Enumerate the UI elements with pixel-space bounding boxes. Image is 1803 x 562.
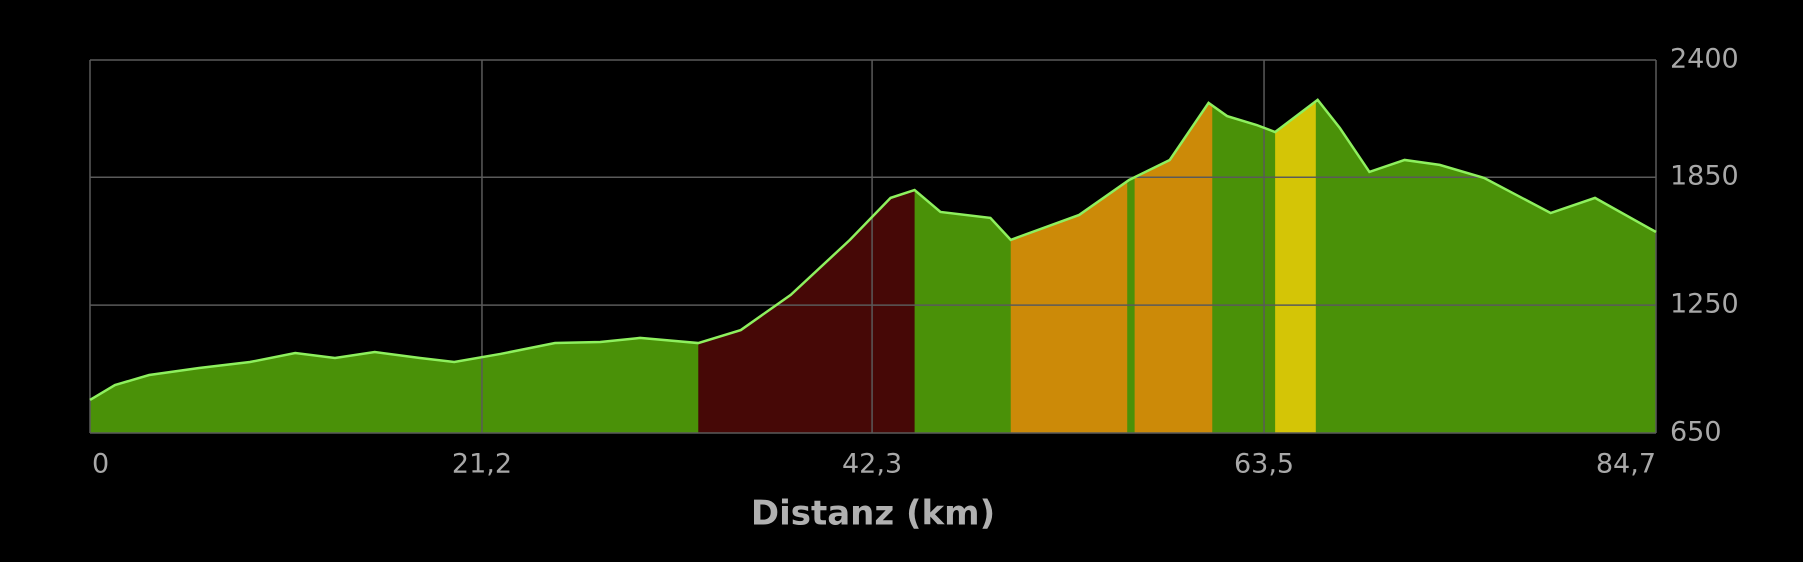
y-tick-label: 650 — [1670, 417, 1722, 448]
gradient-segment — [1010, 99, 1128, 433]
y-tick-label: 1250 — [1670, 289, 1739, 320]
x-tick-label: 42,3 — [842, 449, 902, 480]
x-tick-label: 21,2 — [452, 449, 512, 480]
gradient-segment — [1275, 99, 1316, 433]
x-tick-label: 0 — [92, 449, 109, 480]
y-tick-label: 1850 — [1670, 161, 1739, 192]
gradient-segment — [698, 99, 915, 433]
x-tick-label: 84,7 — [1596, 449, 1656, 480]
y-tick-label: 2400 — [1670, 44, 1739, 75]
x-axis-label: Distanz (km) — [751, 494, 995, 534]
elevation-line — [89, 98, 1657, 402]
x-tick-label: 63,5 — [1234, 449, 1294, 480]
